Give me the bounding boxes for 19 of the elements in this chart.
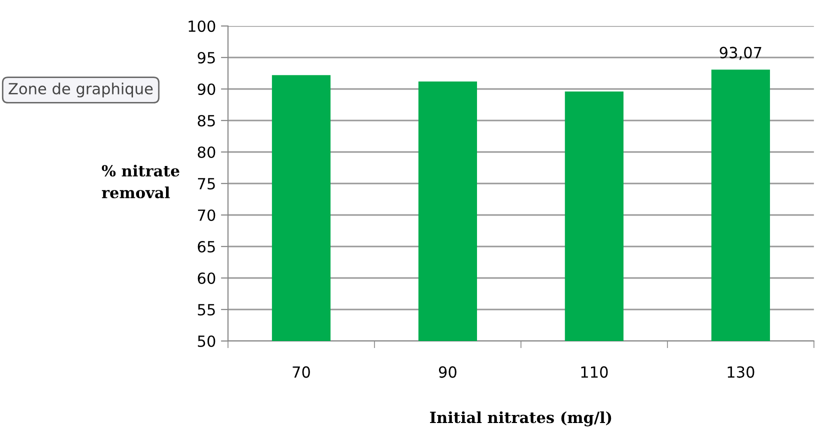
x-tick-label: 90 <box>438 366 456 378</box>
y-tick-label: 75 <box>198 178 215 190</box>
y-tick-label: 100 <box>188 20 216 32</box>
y-tick-label: 55 <box>198 304 215 316</box>
y-tick-label: 70 <box>198 209 216 222</box>
y-tick-label: 65 <box>198 240 215 253</box>
y-tick-label: 60 <box>198 272 216 284</box>
text: Zone de graphique <box>8 82 153 98</box>
x-tick-label: 110 <box>581 366 608 378</box>
x-tick-label: 130 <box>728 366 754 378</box>
data-label: 93,07 <box>720 46 762 60</box>
y-tick-label: 85 <box>198 114 215 127</box>
x-axis-title: Initial nitrates (mg/l) <box>430 411 612 426</box>
y-tick-label: 90 <box>198 83 216 96</box>
y-tick-label: 50 <box>198 335 216 348</box>
y-tick-label: 95 <box>198 52 215 64</box>
y-tick-label: 80 <box>198 146 216 158</box>
x-tick-label: 70 <box>292 366 310 378</box>
y-axis-title: % nitrate removal <box>102 164 180 198</box>
